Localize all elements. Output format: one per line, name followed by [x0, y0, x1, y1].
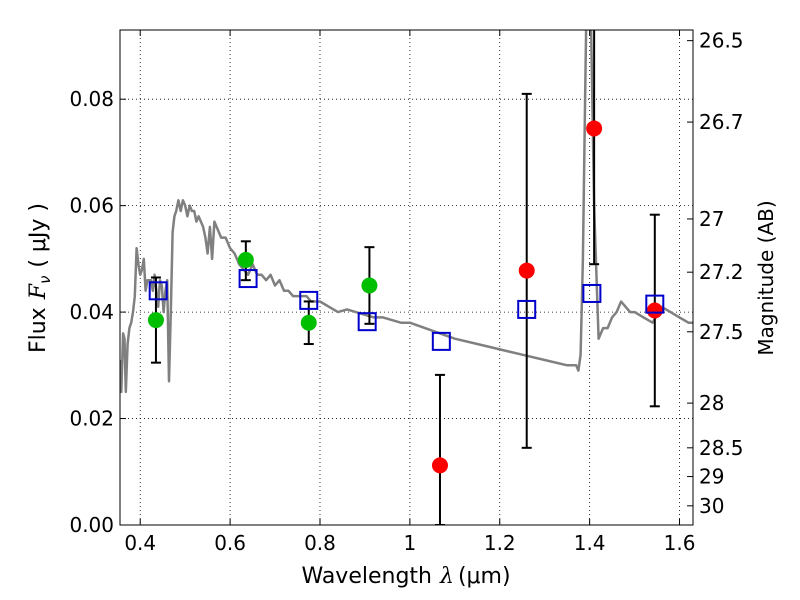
x-tick-label: 1.4	[574, 531, 606, 555]
y2-tick-label: 28.5	[699, 436, 744, 460]
y-tick-label: 0.00	[69, 513, 114, 537]
y2-axis-label: Magnitude (AB)	[754, 200, 778, 355]
data-point	[300, 314, 317, 331]
x-tick-label: 1	[404, 531, 417, 555]
data-point	[147, 312, 164, 329]
y-tick-label: 0.06	[69, 194, 114, 218]
y-tick-label: 0.04	[69, 300, 114, 324]
data-point	[237, 251, 254, 268]
y2-tick-label: 27.5	[699, 320, 744, 344]
x-tick-label: 1.6	[664, 531, 696, 555]
model-point	[431, 331, 451, 351]
data-point	[431, 457, 448, 474]
grid-lines	[120, 30, 693, 526]
data-point	[518, 262, 535, 279]
y2-tick-label: 26.7	[699, 110, 744, 134]
y-axis-label: FluxFν( μJy )	[26, 203, 54, 353]
axis-ticks: 0.4 0.6 0.8 1 1.2 1.4 1.6 0.00 0.02 0.04 0.06 0.08 2…	[69, 29, 743, 555]
model-point	[582, 283, 602, 303]
x-tick-label: 1.2	[484, 531, 516, 555]
model-point	[357, 312, 377, 332]
data-point	[586, 120, 603, 137]
model-point	[517, 299, 537, 319]
y2-tick-label: 30	[699, 494, 724, 518]
x-tick-label: 0.8	[304, 531, 336, 555]
model-spectrum	[120, 30, 693, 394]
y-tick-label: 0.02	[69, 407, 114, 431]
y2-tick-label: 27	[699, 207, 724, 231]
data-markers	[147, 120, 665, 474]
model-point	[148, 281, 168, 301]
model-point	[645, 294, 665, 314]
y2-tick-label: 29	[699, 465, 724, 489]
x-tick-label: 0.6	[214, 531, 246, 555]
y2-tick-label: 26.5	[699, 29, 744, 53]
y-tick-label: 0.08	[69, 87, 114, 111]
data-point	[646, 302, 663, 319]
spectrum-line	[120, 30, 693, 394]
x-tick-label: 0.4	[124, 531, 156, 555]
y2-tick-label: 28	[699, 391, 724, 415]
y2-tick-label: 27.2	[699, 260, 744, 284]
plot-frame	[119, 29, 694, 526]
model-point	[299, 290, 319, 310]
model-point	[238, 269, 258, 289]
data-point	[361, 277, 378, 294]
x-axis-label: Wavelength λ (μm)	[301, 564, 510, 589]
